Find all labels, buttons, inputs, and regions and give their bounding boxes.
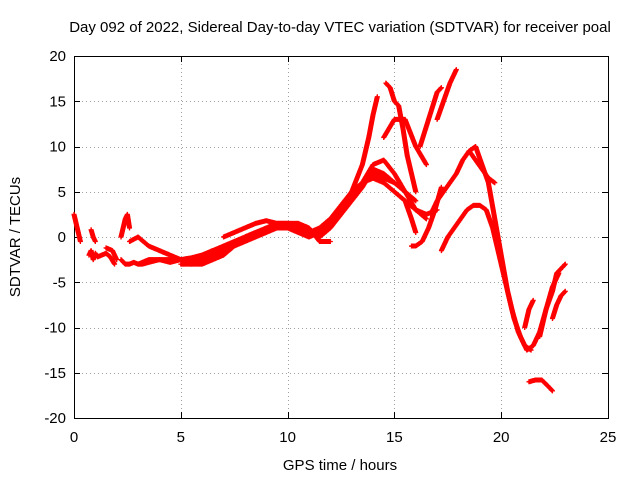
series-arc-1 (71, 211, 83, 245)
x-tick-label: 0 (70, 429, 78, 446)
y-axis-title: SDTVAR / TECUs (7, 177, 24, 297)
series-arc-7 (127, 234, 216, 267)
x-tick-label: 25 (600, 429, 617, 446)
series-arc-12 (306, 157, 429, 240)
data-point (413, 198, 419, 204)
data-point (114, 257, 120, 263)
data-points (71, 67, 568, 394)
data-point (127, 225, 133, 231)
y-tick-label: 5 (58, 184, 66, 201)
x-tick-label: 5 (177, 429, 185, 446)
y-tick-label: 15 (49, 93, 66, 110)
data-point (92, 239, 98, 245)
data-point (77, 239, 83, 245)
series-arc-25 (537, 261, 568, 340)
y-tick-label: -5 (53, 274, 66, 291)
series-arc-23 (522, 297, 536, 330)
y-tick-label: -20 (44, 410, 66, 427)
y-tick-label: 0 (58, 229, 66, 246)
y-tick-label: -15 (44, 365, 66, 382)
x-tick-label: 10 (279, 429, 296, 446)
data-point (327, 239, 333, 245)
series-arc-22 (466, 148, 498, 186)
x-tick-label: 20 (493, 429, 510, 446)
series-arc-24 (526, 377, 555, 394)
y-tick-label: 20 (49, 48, 66, 65)
x-tick-labels: 0 5 10 15 20 25 (70, 429, 617, 446)
series-arc-11 (221, 218, 333, 245)
series-arc-2 (86, 248, 118, 267)
y-tick-label: -10 (44, 320, 66, 337)
series-arc-4 (103, 245, 120, 263)
y-tick-labels: -20 -15 -10 -5 0 5 10 15 20 (44, 48, 66, 427)
series-arc-6 (118, 211, 133, 240)
chart-title: Day 092 of 2022, Sidereal Day-to-day VTE… (69, 19, 611, 36)
data-point (112, 261, 118, 267)
series-arc-21 (438, 202, 534, 353)
y-tick-label: 10 (49, 139, 66, 156)
x-axis-title: GPS time / hours (283, 457, 397, 474)
x-tick-label: 15 (386, 429, 403, 446)
plot-frame (74, 56, 609, 419)
series-arc-3 (88, 227, 98, 245)
grid (74, 56, 608, 418)
